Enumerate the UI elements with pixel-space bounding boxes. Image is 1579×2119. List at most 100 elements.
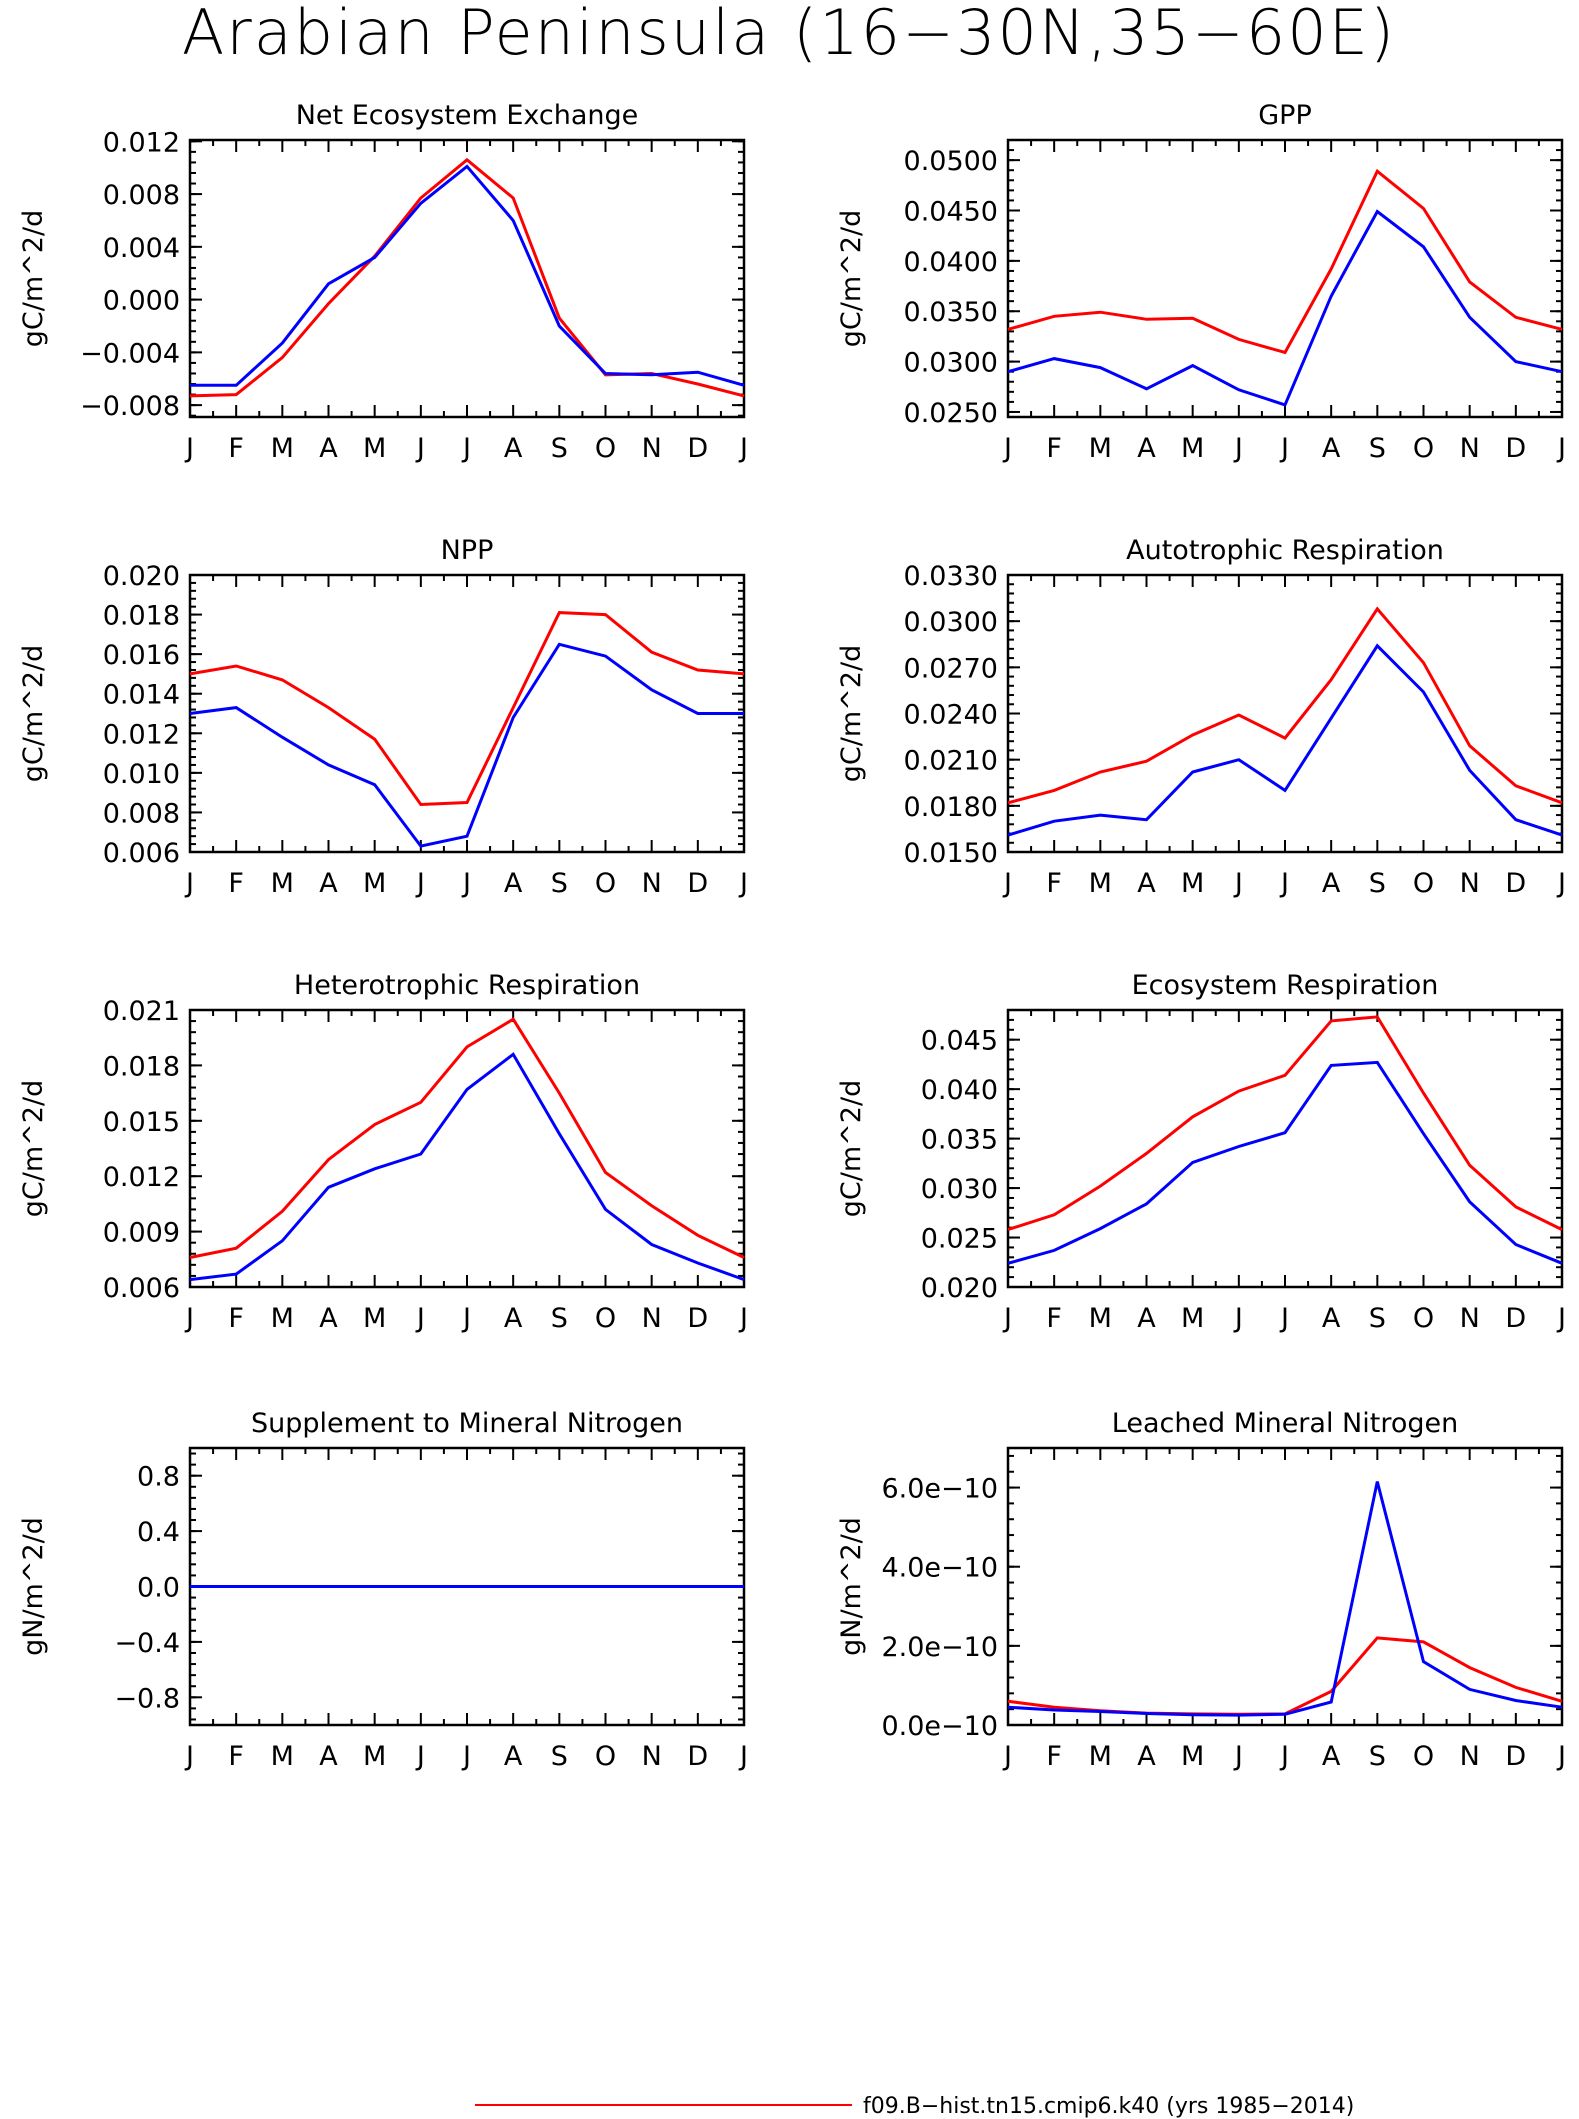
x-tick-label: F [1046,868,1062,899]
y-tick-label: 6.0e−10 [881,1474,998,1505]
x-tick-label: A [504,1303,523,1334]
page-title: Arabian Peninsula (16−30N,35−60E) [182,0,1396,69]
panel-title: Supplement to Mineral Nitrogen [251,1408,683,1439]
x-tick-label: S [1369,868,1386,899]
panel-title: Heterotrophic Respiration [294,970,640,1001]
y-tick-label: −0.004 [80,338,180,369]
x-tick-label: F [228,433,244,464]
x-tick-label: A [504,1741,523,1772]
y-tick-label: −0.8 [114,1683,180,1714]
x-tick-label: J [1556,1303,1566,1334]
x-tick-label: A [1137,433,1156,464]
y-tick-label: 0.0330 [904,561,998,592]
x-tick-label: J [1002,1741,1012,1772]
x-tick-label: J [461,1303,471,1334]
y-tick-label: 0.008 [103,798,180,829]
x-tick-label: J [184,868,194,899]
series-line-blue [189,1052,745,1282]
panel-title: Leached Mineral Nitrogen [1112,1408,1458,1439]
x-tick-label: J [738,433,748,464]
x-tick-label: F [228,1741,244,1772]
x-tick-label: A [1137,1303,1156,1334]
x-tick-label: N [642,1741,662,1772]
y-axis-label: gC/m^2/d [18,1080,49,1217]
plot-frame [188,573,746,854]
series-line-red [1007,168,1563,355]
x-tick-label: J [415,433,425,464]
x-tick-label: F [1046,1741,1062,1772]
x-tick-label: J [184,1303,194,1334]
y-tick-label: 2.0e−10 [881,1632,998,1663]
x-tick-label: M [1089,433,1112,464]
x-tick-label: A [319,868,338,899]
series-line-red [1007,1015,1563,1232]
y-tick-label: −0.4 [114,1628,180,1659]
y-tick-label: 0.0400 [904,247,998,278]
y-tick-label: 0.0210 [904,746,998,777]
y-axis-label: gN/m^2/d [18,1517,49,1656]
x-tick-label: J [1002,868,1012,899]
x-tick-label: S [551,1741,568,1772]
x-tick-label: S [551,1303,568,1334]
series-line-red [189,157,745,398]
series-line-blue [1007,643,1563,837]
y-tick-label: 0.006 [103,1273,180,1304]
x-tick-label: M [1181,1303,1204,1334]
x-tick-label: J [461,868,471,899]
y-axis-label: gC/m^2/d [18,210,49,347]
x-tick-label: A [504,868,523,899]
x-tick-label: O [1413,1741,1434,1772]
y-tick-label: 0.030 [921,1174,998,1205]
x-tick-label: S [1369,1741,1386,1772]
y-tick-label: 0.0300 [904,607,998,638]
panel-supplement-to-mineral-nitrogen: Supplement to Mineral Nitrogen gN/m^2/d J F… [18,1408,748,1772]
x-tick-label: A [1322,1303,1341,1334]
y-axis-label: gC/m^2/d [836,1080,867,1217]
x-tick-label: M [363,433,386,464]
x-tick-label: N [1460,1741,1480,1772]
x-tick-label: J [1556,433,1566,464]
y-tick-label: 0.015 [103,1107,180,1138]
x-tick-label: N [642,433,662,464]
x-tick-label: J [461,433,471,464]
y-tick-label: 0.014 [103,680,180,711]
y-tick-label: 0.021 [103,996,180,1027]
y-tick-label: 0.018 [103,1051,180,1082]
y-tick-label: 0.000 [103,286,180,317]
x-tick-label: D [687,868,708,899]
y-tick-label: 0.0180 [904,792,998,823]
x-tick-label: J [184,1741,194,1772]
x-tick-label: O [595,1741,616,1772]
x-tick-label: D [1505,1741,1526,1772]
x-tick-label: D [687,1741,708,1772]
y-tick-label: 0.0 [137,1573,180,1604]
x-tick-label: J [461,1741,471,1772]
y-tick-label: 0.0450 [904,197,998,228]
panel-title: Net Ecosystem Exchange [296,100,639,131]
y-tick-label: 0.0240 [904,700,998,731]
x-tick-label: A [319,1741,338,1772]
y-tick-label: 0.012 [103,127,180,158]
x-tick-label: N [1460,1303,1480,1334]
series-line-blue [189,642,744,848]
x-tick-label: A [504,433,523,464]
x-tick-label: M [271,1303,294,1334]
y-tick-label: 0.0e−10 [881,1711,998,1742]
x-tick-label: A [1322,433,1341,464]
x-tick-label: A [319,1303,338,1334]
x-tick-label: N [1460,868,1480,899]
x-tick-label: D [687,1303,708,1334]
plot-frame [1006,573,1564,854]
x-tick-label: M [1181,868,1204,899]
y-axis-label: gC/m^2/d [836,210,867,347]
legend-label: f09.B−hist.tn15.cmip6.k40 (yrs 1985−2014… [863,2094,1354,2119]
x-tick-label: J [1233,1741,1243,1772]
series-line-blue [1007,1481,1563,1717]
y-tick-label: 0.035 [921,1125,998,1156]
x-tick-label: J [415,868,425,899]
series-line-blue [1007,209,1563,407]
x-tick-label: N [1460,433,1480,464]
y-tick-label: 0.006 [103,838,180,869]
